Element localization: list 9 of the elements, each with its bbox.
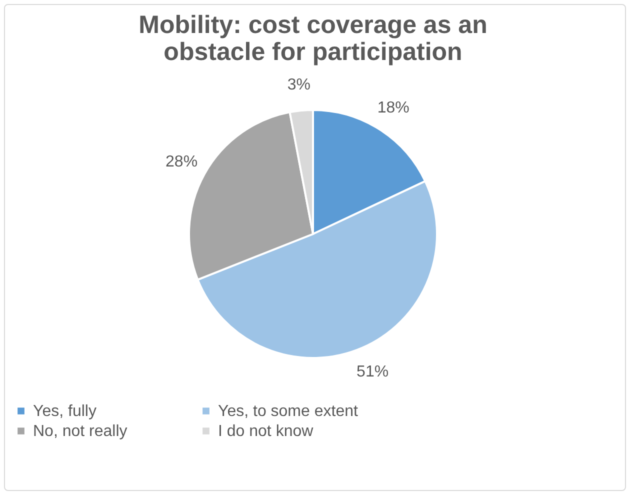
legend-label: I do not know	[218, 423, 314, 440]
legend-label: Yes, to some extent	[218, 403, 358, 420]
legend-label: No, not really	[33, 423, 128, 440]
data-label: 3%	[287, 76, 310, 94]
data-label: 18%	[377, 99, 410, 116]
data-label: 51%	[356, 364, 389, 381]
chart-title: Mobility: cost coverage as an obstacle for participation	[138, 11, 488, 66]
legend-label: Yes, fully	[33, 403, 96, 420]
data-label: 28%	[166, 154, 198, 171]
